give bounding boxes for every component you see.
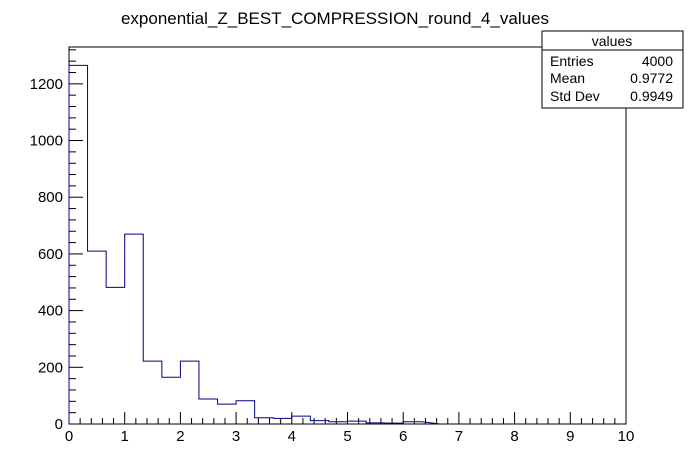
- histogram-bar: [162, 377, 181, 424]
- stats-mean-label: Mean: [550, 70, 585, 86]
- y-tick-label: 800: [38, 189, 63, 206]
- y-tick-label: 1000: [30, 133, 63, 150]
- histogram-bar: [199, 399, 218, 424]
- stats-stddev-value: 0.9949: [630, 88, 673, 104]
- y-tick-label: 1200: [30, 76, 63, 93]
- histogram-bar: [255, 418, 274, 424]
- y-tick-label: 0: [55, 416, 63, 433]
- x-tick-label: 1: [121, 428, 129, 445]
- x-tick-label: 9: [566, 428, 574, 445]
- x-tick-label: 4: [288, 428, 296, 445]
- x-tick-label: 2: [176, 428, 184, 445]
- x-tick-label: 0: [65, 428, 73, 445]
- histogram-bar: [273, 418, 292, 424]
- histogram-bar: [143, 361, 162, 424]
- x-axis: 0 1 2 3 4 5 6 7 8 9 10: [65, 412, 635, 445]
- histogram-bar: [106, 287, 125, 424]
- histogram-bar: [236, 401, 255, 424]
- histogram-outline: [68, 64, 441, 425]
- stats-box: values Entries 4000 Mean 0.9772 Std Dev …: [541, 30, 684, 109]
- chart-title: exponential_Z_BEST_COMPRESSION_round_4_v…: [121, 9, 549, 28]
- histogram-bar: [292, 416, 311, 424]
- x-tick-label: 6: [399, 428, 407, 445]
- stats-box-frame: [541, 30, 684, 109]
- x-tick-label: 5: [343, 428, 351, 445]
- x-tick-label: 7: [455, 428, 463, 445]
- y-tick-label: 400: [38, 303, 63, 320]
- x-tick-label: 10: [618, 428, 635, 445]
- y-axis: 0 200 400 600 800 1000 1200: [30, 49, 83, 433]
- stats-entries-value: 4000: [642, 53, 673, 69]
- stats-entries-label: Entries: [550, 53, 594, 69]
- y-tick-label: 200: [38, 359, 63, 376]
- y-tick-label: 600: [38, 246, 63, 263]
- stats-mean-value: 0.9772: [630, 70, 673, 86]
- histogram-bars: [69, 65, 422, 424]
- x-tick-label: 8: [510, 428, 518, 445]
- histogram-bar: [310, 421, 329, 424]
- histogram-bar: [88, 251, 107, 424]
- histogram-bar: [125, 234, 144, 424]
- stats-stddev-label: Std Dev: [550, 88, 600, 104]
- stats-box-title: values: [592, 33, 632, 49]
- histogram-bar: [218, 404, 237, 424]
- x-tick-label: 3: [232, 428, 240, 445]
- histogram-bar: [69, 65, 88, 424]
- histogram-bar: [180, 361, 199, 424]
